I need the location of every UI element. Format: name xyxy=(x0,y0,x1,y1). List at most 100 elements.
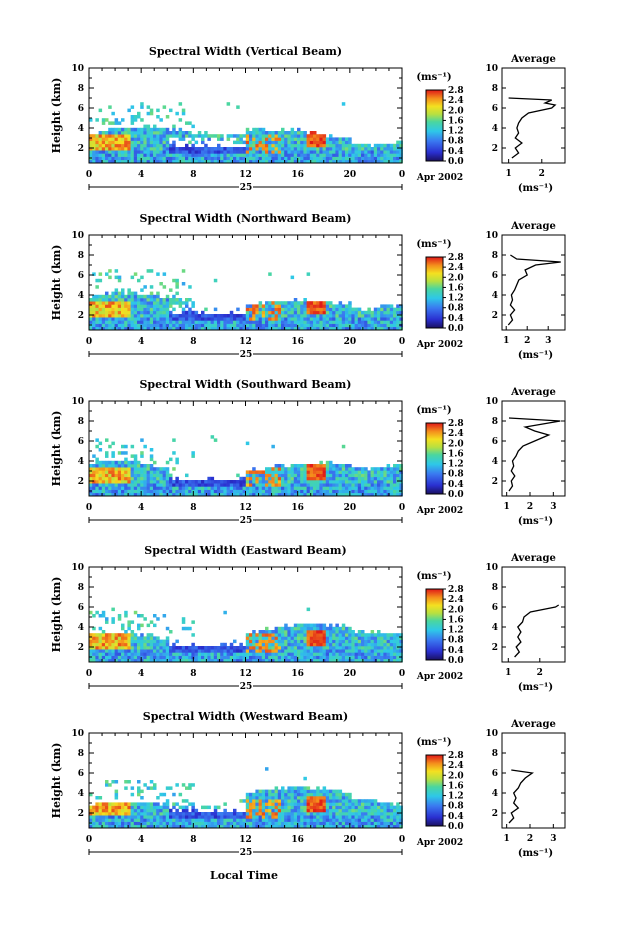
heatmap-cell xyxy=(153,143,157,148)
avg-x-tick-label: 2 xyxy=(527,502,533,512)
heatmap-cell xyxy=(303,131,307,135)
heatmap-cell xyxy=(322,159,327,164)
heatmap-cell xyxy=(364,150,368,154)
heatmap-cell xyxy=(130,118,135,122)
heatmap-cell xyxy=(351,489,355,494)
heatmap-cell xyxy=(213,150,218,154)
heatmap-cell xyxy=(309,326,314,331)
heatmap-cell xyxy=(300,489,304,494)
heatmap-cell xyxy=(399,476,403,481)
heatmap-cell xyxy=(185,799,189,803)
y-axis-label: Height (km) xyxy=(50,577,63,653)
heatmap-cell xyxy=(92,464,96,468)
heatmap-cell xyxy=(130,642,135,647)
heatmap-cell xyxy=(325,492,330,497)
heatmap-cell xyxy=(255,815,259,819)
heatmap-cell xyxy=(297,310,301,315)
heatmap-cell xyxy=(297,476,301,481)
heatmap-cell xyxy=(258,630,263,634)
heatmap-cell xyxy=(220,642,224,647)
heatmap-cell xyxy=(265,137,269,141)
heatmap-cell xyxy=(284,476,288,481)
heatmap-cell xyxy=(265,630,269,634)
heatmap-cell xyxy=(377,480,381,484)
heatmap-cell xyxy=(127,483,131,487)
heatmap-cell xyxy=(156,317,160,321)
heatmap-cell xyxy=(313,476,317,481)
heatmap-cell xyxy=(281,786,285,790)
heatmap-cell xyxy=(188,815,192,819)
heatmap-cell xyxy=(281,808,285,813)
heatmap-cell xyxy=(146,140,151,145)
heatmap-cell xyxy=(252,808,256,813)
heatmap-cell xyxy=(124,326,128,331)
heatmap-cell xyxy=(149,480,154,484)
heatmap-cell xyxy=(361,323,365,328)
heatmap-cell xyxy=(297,486,301,490)
heatmap-cell xyxy=(274,786,279,790)
heatmap-cell xyxy=(252,796,256,800)
heatmap-cell xyxy=(361,156,365,161)
heatmap-cell xyxy=(370,473,375,478)
heatmap-cell xyxy=(290,156,295,161)
heatmap-cell xyxy=(383,304,387,308)
heatmap-cell xyxy=(239,815,243,819)
heatmap-cell xyxy=(287,307,291,312)
heatmap-cell xyxy=(268,143,272,148)
heatmap-cell xyxy=(373,156,378,161)
heatmap-cell xyxy=(271,470,275,474)
heatmap-cell xyxy=(101,646,106,650)
heatmap-cell xyxy=(290,626,295,631)
heatmap-cell xyxy=(258,799,263,803)
heatmap-cell xyxy=(233,808,237,813)
heatmap-cell xyxy=(338,808,343,813)
heatmap-cell xyxy=(191,454,195,458)
heatmap-cell xyxy=(108,137,112,141)
heatmap-cell xyxy=(242,476,247,481)
heatmap-cell xyxy=(101,320,106,324)
heatmap-cell xyxy=(309,815,314,819)
heatmap-cell xyxy=(140,294,144,299)
heatmap-cell xyxy=(130,821,135,826)
heatmap-cell xyxy=(261,310,266,315)
heatmap-cell xyxy=(271,639,275,644)
heatmap-cell xyxy=(341,792,346,797)
heatmap-cell xyxy=(130,480,135,484)
heatmap-cell xyxy=(249,156,253,161)
heatmap-cell xyxy=(322,649,327,653)
heatmap-cell xyxy=(108,646,112,650)
heatmap-cell xyxy=(239,476,243,481)
heatmap-cell xyxy=(165,489,170,494)
heatmap-cell xyxy=(373,486,378,490)
heatmap-cell xyxy=(194,821,199,826)
heatmap-cell xyxy=(201,658,205,663)
heatmap-cell xyxy=(351,824,355,829)
heatmap-cell xyxy=(156,147,160,151)
heatmap-cell xyxy=(300,486,304,490)
heatmap-cell xyxy=(121,310,125,315)
heatmap-cell xyxy=(293,326,298,331)
heatmap-cell xyxy=(255,470,259,474)
heatmap-cell xyxy=(297,307,301,312)
heatmap-cell xyxy=(111,140,115,145)
heatmap-cell xyxy=(357,470,362,474)
heatmap-cell xyxy=(121,658,125,663)
heatmap-cell xyxy=(101,121,106,125)
heatmap-cell xyxy=(274,633,279,637)
heatmap-cell xyxy=(127,298,131,302)
heatmap-cell xyxy=(383,470,387,474)
heatmap-cell xyxy=(98,317,103,321)
heatmap-cell xyxy=(146,815,151,819)
heatmap-cell xyxy=(290,127,295,132)
heatmap-cell xyxy=(393,476,397,481)
heatmap-cell xyxy=(127,476,131,481)
heatmap-cell xyxy=(265,304,269,308)
heatmap-cell xyxy=(383,658,387,663)
heatmap-cell xyxy=(89,610,93,615)
heatmap-cell xyxy=(309,143,314,148)
heatmap-cell xyxy=(268,489,272,494)
heatmap-cell xyxy=(335,639,339,644)
heatmap-cell xyxy=(162,655,167,660)
heatmap-cell xyxy=(137,824,141,829)
heatmap-cell xyxy=(121,134,125,138)
